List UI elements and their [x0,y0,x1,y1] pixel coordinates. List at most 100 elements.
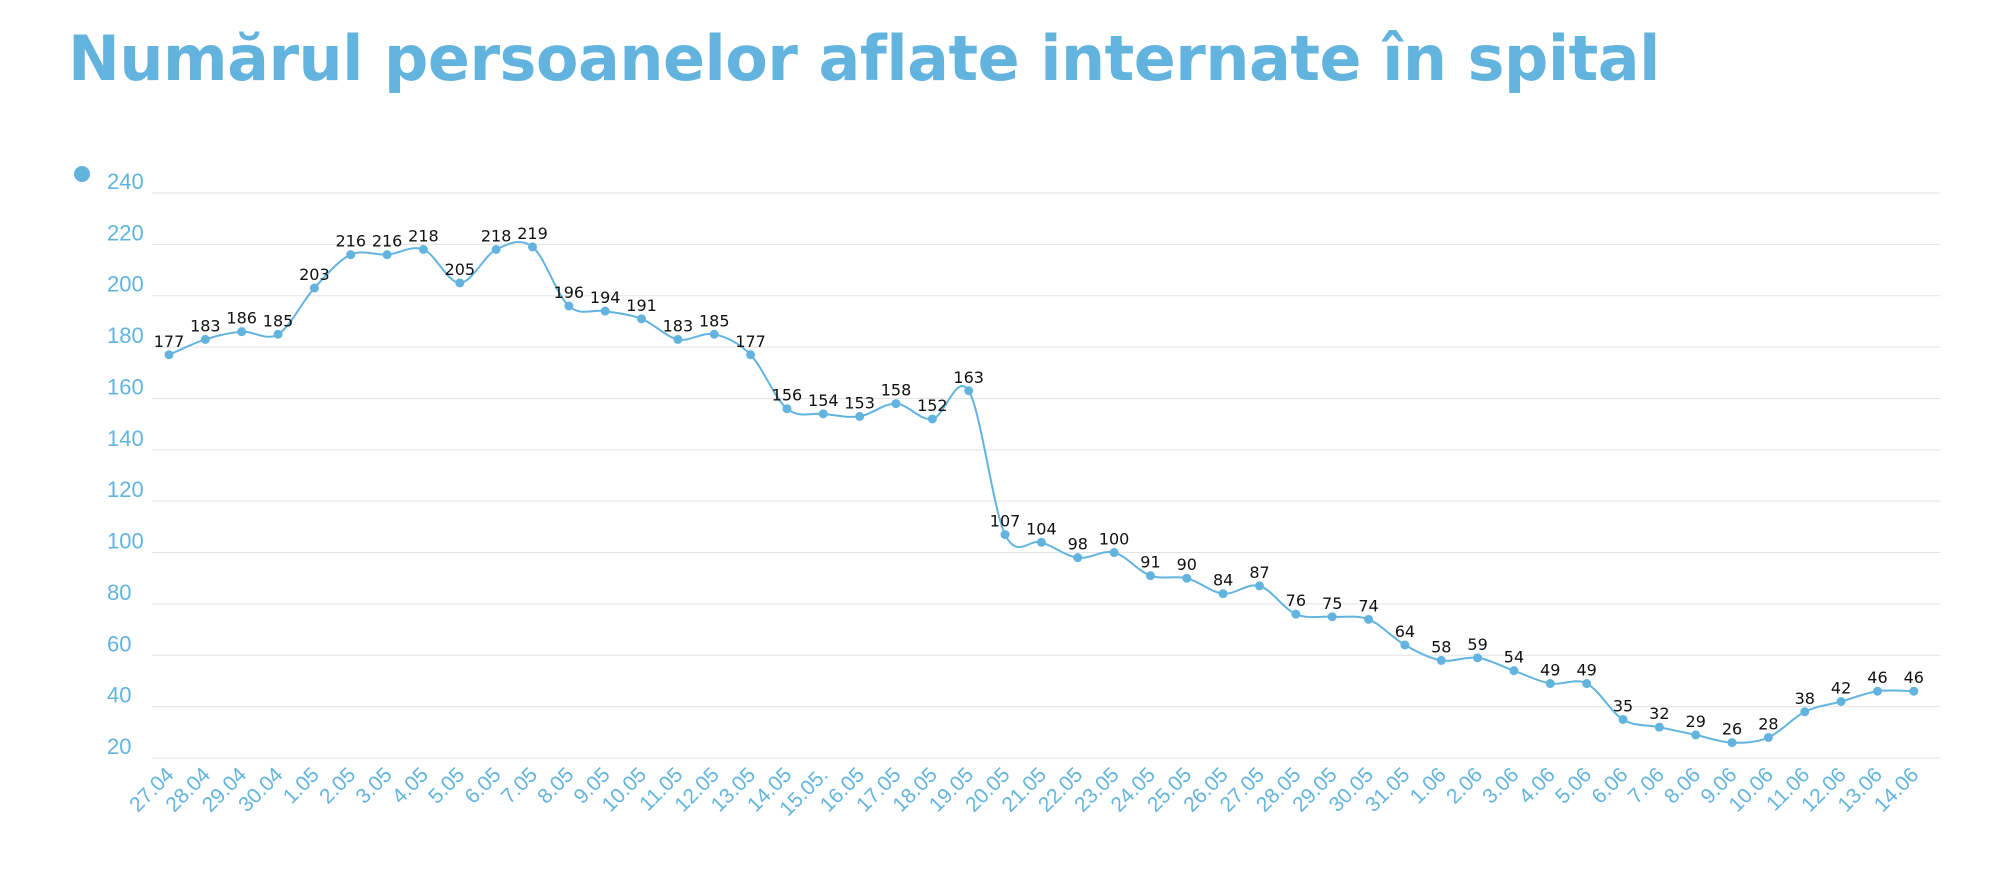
data-label: 183 [663,316,694,335]
data-label: 185 [699,311,730,330]
data-point[interactable] [1872,686,1882,696]
data-label: 216 [372,232,403,251]
data-label: 42 [1831,679,1851,698]
data-label: 177 [735,332,766,351]
x-tick-label: 1.05 [279,763,324,808]
y-tick-label: 100 [107,529,144,554]
data-label: 46 [1867,668,1887,687]
x-tick-label: 6.06 [1587,763,1632,808]
data-point[interactable] [1436,655,1446,665]
y-axis: 20 40 60 80 100 120 140 160 180 200 220 240 [107,169,144,759]
data-point[interactable] [273,329,283,339]
data-point[interactable] [1654,722,1664,732]
data-label: 185 [263,311,294,330]
data-label: 38 [1795,689,1815,708]
data-point[interactable] [637,314,647,324]
data-point[interactable] [1364,614,1374,624]
data-label: 87 [1249,563,1269,582]
legend-marker[interactable] [74,166,90,182]
data-point[interactable] [1400,640,1410,650]
data-point[interactable] [600,306,610,316]
data-point[interactable] [1582,679,1592,689]
data-point[interactable] [1509,666,1519,676]
data-point[interactable] [1618,714,1628,724]
x-tick-label: 7.05 [497,763,542,808]
data-point[interactable] [1036,537,1046,547]
y-tick-label: 60 [107,631,131,656]
data-label: 75 [1322,594,1342,613]
data-point[interactable] [1145,571,1155,581]
data-point[interactable] [709,329,719,339]
data-point[interactable] [818,409,828,419]
data-label: 152 [917,396,948,415]
data-point[interactable] [927,414,937,424]
data-point[interactable] [237,327,247,337]
x-tick-label: 3.05 [351,763,396,808]
data-label: 191 [626,296,657,315]
data-label: 26 [1722,720,1742,739]
y-tick-label: 160 [107,374,144,399]
data-label: 49 [1576,661,1596,680]
x-tick-label: 3.06 [1478,763,1523,808]
data-point[interactable] [1073,553,1083,563]
data-label: 186 [226,309,257,328]
data-point[interactable] [491,245,501,254]
y-tick-label: 200 [107,272,144,297]
data-point[interactable] [891,399,901,409]
data-label: 218 [408,227,439,246]
data-label: 91 [1140,553,1160,572]
data-point[interactable] [1218,589,1228,599]
data-point[interactable] [1836,697,1846,706]
x-tick-label: 5.05 [424,763,469,808]
data-point[interactable] [309,283,319,293]
data-point[interactable] [1473,653,1483,663]
data-label: 154 [808,391,839,410]
data-labels: 177 183 186 185 203 216 216 218 205 218 219 196 194 1… [154,224,1924,739]
y-tick-label: 140 [107,426,144,451]
data-label: 153 [844,393,875,412]
data-label: 64 [1395,622,1415,641]
data-point[interactable] [164,350,174,360]
data-point[interactable] [1000,530,1010,540]
data-label: 158 [881,381,912,400]
data-point[interactable] [1327,612,1337,622]
data-point[interactable] [1763,732,1773,742]
data-label: 32 [1649,704,1669,723]
data-point[interactable] [528,242,537,252]
data-label: 54 [1504,648,1524,667]
data-point[interactable] [964,386,974,396]
data-point[interactable] [1909,686,1919,696]
data-point[interactable] [418,245,428,254]
data-label: 107 [990,512,1021,531]
data-label: 58 [1431,637,1451,656]
data-label: 29 [1686,712,1706,731]
data-point[interactable] [1291,609,1301,619]
data-point[interactable] [564,301,574,311]
data-point[interactable] [1800,707,1810,717]
data-point[interactable] [382,250,392,260]
data-label: 49 [1540,661,1560,680]
chart-title: Numărul persoanelor aflate internate în … [68,22,1660,95]
data-point[interactable] [1255,581,1264,591]
data-label: 177 [154,332,185,351]
data-point[interactable] [746,350,756,360]
data-point[interactable] [673,334,683,344]
data-point[interactable] [1545,679,1555,689]
data-label: 35 [1613,696,1633,715]
data-point[interactable] [455,278,465,288]
data-point[interactable] [1691,730,1701,740]
data-point[interactable] [855,411,865,421]
data-point[interactable] [1109,548,1119,558]
data-point[interactable] [1727,738,1737,748]
x-tick-label: 4.06 [1515,763,1560,808]
y-tick-label: 20 [107,734,131,759]
y-tick-label: 40 [107,683,131,708]
data-point[interactable] [200,334,210,344]
data-point[interactable] [346,250,356,260]
data-label: 98 [1068,535,1088,554]
data-point[interactable] [782,404,792,414]
y-tick-label: 120 [107,477,144,502]
data-label: 216 [335,232,366,251]
y-tick-label: 80 [107,580,131,605]
data-point[interactable] [1182,573,1192,583]
